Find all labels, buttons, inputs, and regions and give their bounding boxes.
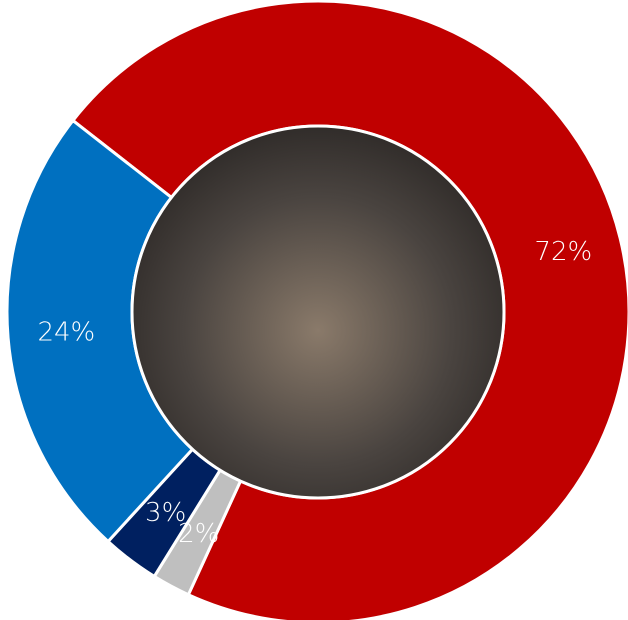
center-photo bbox=[132, 126, 504, 498]
data-label: 24% bbox=[37, 318, 95, 348]
page: {"chart_data": {"type": "pie", "donut": … bbox=[0, 0, 628, 620]
chart: 72%2%3%24% bbox=[0, 0, 628, 620]
data-label: 3% bbox=[145, 498, 186, 528]
data-label: 72% bbox=[534, 237, 592, 267]
